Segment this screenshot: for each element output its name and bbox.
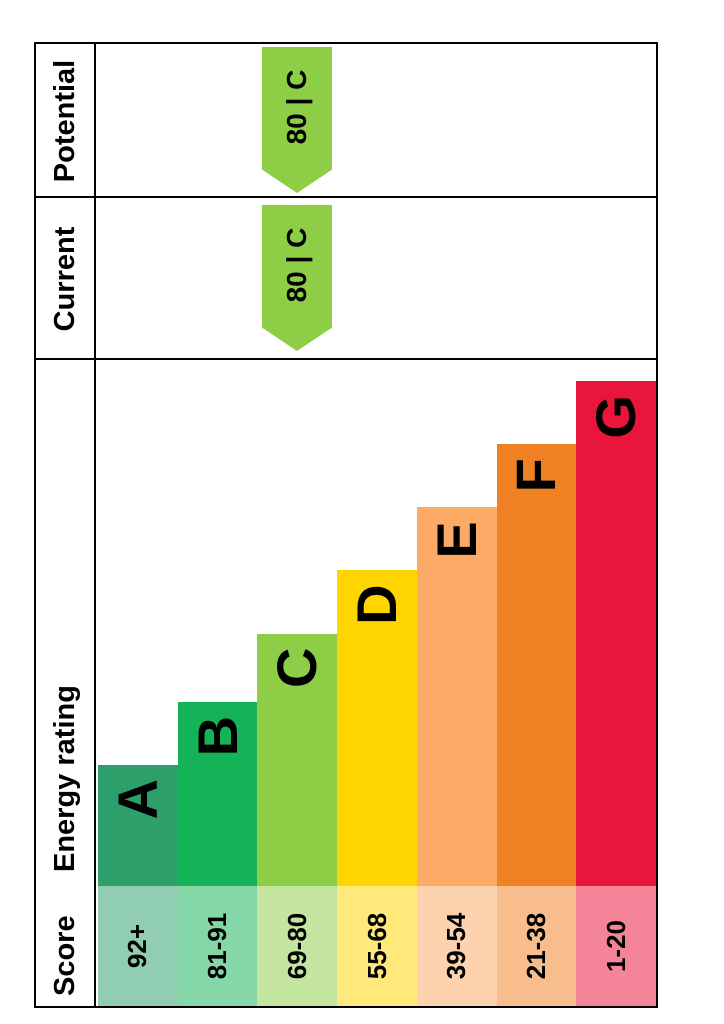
band-score-d: 55-68	[337, 886, 417, 1006]
potential-header: Potential	[48, 59, 81, 183]
band-score-c: 69-80	[257, 886, 338, 1006]
band-row-d: 55-68 D	[337, 44, 417, 1006]
band-row-e: 39-54 E	[416, 44, 497, 1006]
band-letter-e: E	[424, 521, 488, 559]
current-header: Current	[48, 226, 81, 332]
band-score-f: 21-38	[496, 886, 577, 1006]
bar-area-b: B	[177, 360, 258, 886]
current-rating-arrow: 80 | C	[262, 205, 332, 351]
band-letter-a: A	[105, 779, 169, 820]
potential-rating-label: 80 | C	[281, 69, 312, 145]
band-letter-d: D	[345, 584, 409, 625]
band-bar-f: F	[496, 444, 577, 886]
band-letter-f: F	[504, 458, 568, 493]
bar-area-e: E	[416, 360, 497, 886]
band-bar-a: A	[98, 765, 178, 886]
band-letter-b: B	[185, 715, 249, 757]
band-row-b: 81-91 B	[177, 44, 258, 1006]
band-row-f: 21-38 F	[496, 44, 577, 1006]
table-header-row: Score Energy rating Current Potential	[36, 44, 96, 1006]
band-score-g: 1-20	[576, 886, 657, 1006]
bar-area-g: G	[576, 360, 657, 886]
band-bar-b: B	[177, 701, 258, 886]
potential-rating-arrow: 80 | C	[262, 47, 332, 193]
band-bar-e: E	[416, 507, 497, 886]
bar-area-c: C	[257, 360, 338, 886]
current-column-divider	[36, 358, 656, 360]
band-letter-g: G	[584, 395, 648, 439]
bar-area-a: A	[98, 360, 178, 886]
band-bar-c: C	[257, 633, 338, 886]
potential-column-divider	[36, 196, 656, 198]
bar-area-f: F	[496, 360, 577, 886]
bar-area-d: D	[337, 360, 417, 886]
band-score-b: 81-91	[177, 886, 258, 1006]
energy-rating-header: Energy rating	[48, 685, 81, 872]
rating-table: Score Energy rating Current Potential 92…	[34, 42, 658, 1008]
band-row-g: 1-20 G	[576, 44, 657, 1006]
band-rows: 92+ A 81-91 B 69-8	[98, 44, 657, 1006]
band-letter-c: C	[265, 647, 329, 688]
band-bar-d: D	[337, 570, 417, 886]
band-bar-g: G	[576, 381, 657, 886]
band-score-e: 39-54	[416, 886, 497, 1006]
band-score-a: 92+	[98, 886, 178, 1006]
score-header: Score	[48, 915, 81, 996]
band-row-a: 92+ A	[98, 44, 178, 1006]
current-rating-label: 80 | C	[281, 227, 312, 303]
